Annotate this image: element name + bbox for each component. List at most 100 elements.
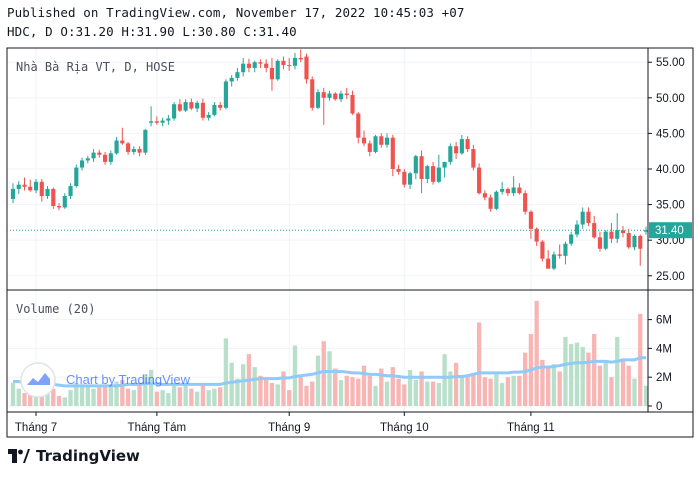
candle-body	[626, 233, 631, 248]
volume-bar	[350, 377, 355, 406]
volume-bar	[62, 397, 67, 406]
candle-body	[574, 224, 580, 235]
volume-bar	[494, 374, 499, 406]
volume-bar	[592, 334, 597, 406]
volume-bar	[499, 382, 505, 406]
candle-body	[350, 94, 355, 114]
candle-body	[338, 93, 344, 100]
candle-body	[546, 258, 551, 269]
volume-bar	[143, 374, 148, 406]
volume-bar	[534, 300, 539, 406]
candle-body	[269, 67, 275, 80]
candle-body	[166, 118, 171, 121]
volume-bar	[137, 382, 142, 406]
volume-bar	[22, 393, 27, 406]
candle-body	[16, 184, 21, 189]
candle-body	[218, 104, 223, 108]
volume-bar	[200, 382, 206, 406]
candle-body	[643, 230, 649, 232]
volume-bar	[68, 390, 73, 406]
candle-body	[333, 93, 338, 100]
volume-bar	[183, 384, 188, 406]
candle-body	[304, 56, 309, 80]
volume-bar	[338, 380, 344, 406]
candle-body	[258, 62, 263, 64]
volume-bar	[430, 381, 436, 406]
volume-bar	[321, 341, 326, 406]
candle-body	[183, 102, 188, 111]
volume-bar	[91, 388, 96, 406]
candle-body	[79, 160, 85, 168]
volume-bar	[333, 368, 338, 406]
candle-body	[56, 206, 62, 208]
volume-bar	[194, 391, 200, 406]
candle-body	[620, 230, 626, 234]
candle-body	[91, 152, 96, 159]
candle-body	[212, 104, 217, 115]
candle-body	[534, 228, 539, 242]
candle-body	[68, 186, 73, 197]
candle-body	[10, 188, 16, 199]
candle-body	[586, 211, 591, 224]
candle-body	[344, 93, 349, 95]
candle-body	[160, 120, 165, 123]
volume-tick-label: 4M	[656, 343, 672, 355]
volume-bar	[108, 387, 113, 406]
volume-bar	[56, 395, 62, 406]
candle-body	[448, 146, 453, 162]
candle-body	[172, 104, 177, 119]
volume-bar	[304, 385, 309, 406]
candle-body	[407, 173, 413, 185]
volume-bar	[390, 367, 395, 406]
candle-body	[177, 104, 182, 111]
candle-body	[442, 161, 447, 168]
candle-body	[367, 143, 372, 152]
candle-body	[580, 211, 585, 225]
candle-body	[459, 139, 464, 154]
time-tick-label: Tháng 10	[380, 422, 429, 434]
candle-body	[74, 167, 79, 187]
candle-body	[45, 188, 50, 197]
candle-body	[603, 231, 608, 249]
volume-bar	[131, 390, 137, 406]
ohlc-header: HDC, D O:31.20 H:31.90 L:30.80 C:31.40	[7, 24, 297, 39]
volume-bar	[166, 393, 171, 406]
candle-body	[229, 77, 234, 82]
volume-bar	[413, 380, 418, 406]
volume-tick-label: 0	[656, 401, 662, 413]
volume-bar	[574, 342, 580, 406]
watermark-text: Chart by TradingView	[66, 372, 191, 387]
volume-bar	[373, 385, 378, 406]
volume-bar	[643, 385, 649, 406]
volume-bar	[522, 352, 528, 406]
candle-body	[97, 152, 102, 155]
candle-body	[500, 188, 505, 192]
tradingview-logo-icon	[8, 449, 30, 463]
volume-bar	[79, 384, 85, 406]
candle-body	[275, 60, 280, 80]
volume-bar	[511, 375, 516, 406]
volume-bar	[476, 322, 482, 406]
volume-bar	[557, 371, 562, 406]
candle-body	[241, 63, 246, 73]
chart-frame	[6, 47, 694, 438]
candle-body	[505, 188, 510, 194]
volume-bar	[125, 388, 131, 406]
volume-bar	[597, 365, 603, 406]
candle-body	[143, 129, 148, 153]
candle-body	[246, 63, 252, 68]
volume-bar	[298, 377, 303, 406]
candle-body	[540, 241, 545, 259]
candle-body	[482, 193, 487, 198]
volume-bar	[269, 382, 275, 406]
candle-body	[563, 243, 568, 256]
volume-bar	[569, 344, 574, 406]
tradingview-brand: TradingView	[8, 447, 140, 465]
candle-body	[298, 57, 303, 60]
candle-body	[292, 57, 298, 66]
candle-body	[200, 102, 205, 118]
time-axis: Tháng 7 Tháng Tám Tháng 9 Tháng 10 Tháng 11	[15, 412, 555, 434]
volume-bars	[10, 300, 649, 406]
volume-bar	[407, 370, 413, 406]
